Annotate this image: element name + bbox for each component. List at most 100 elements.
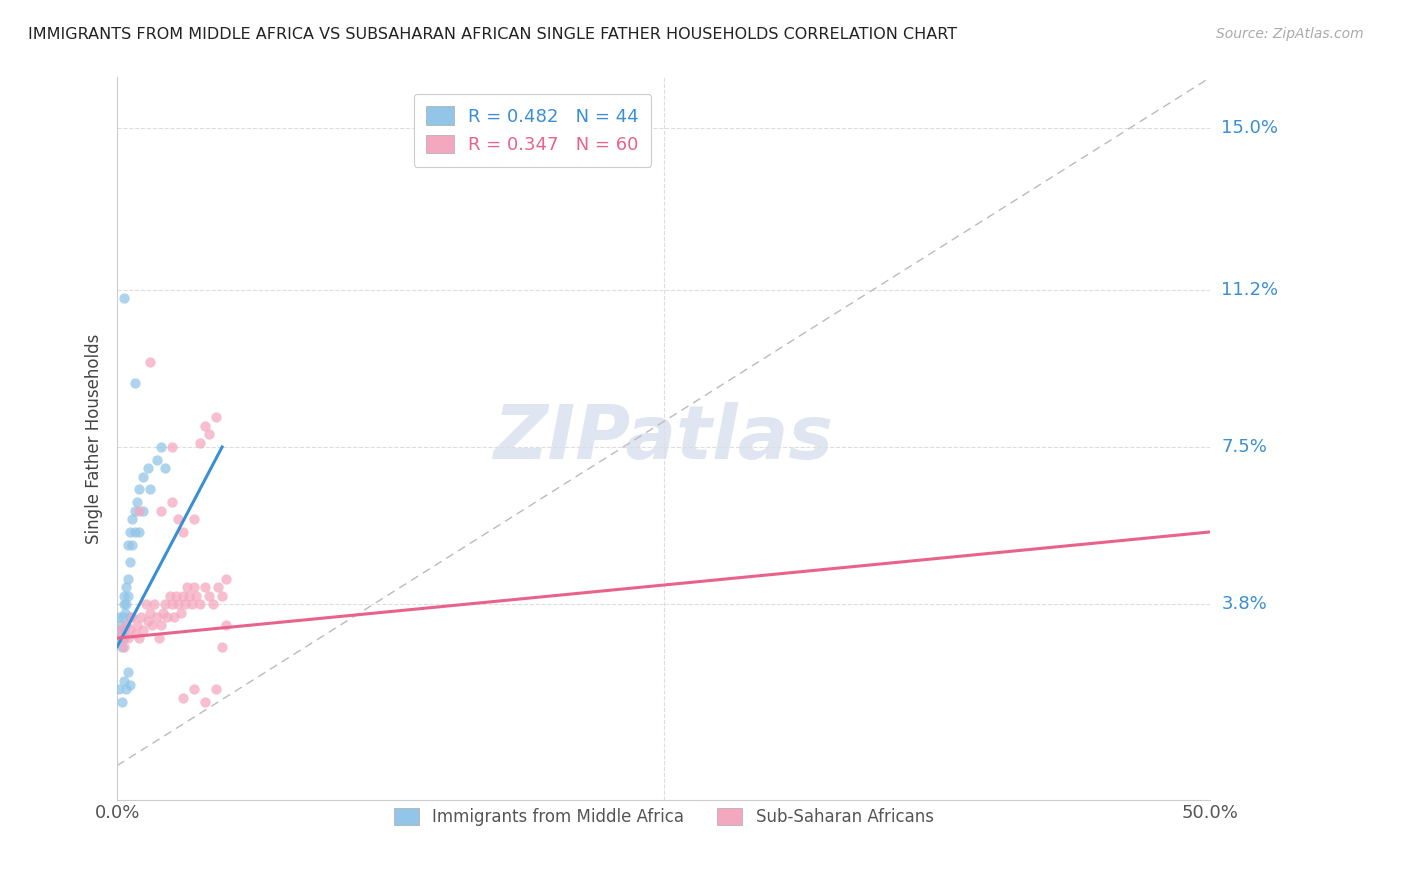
Point: [167, 597, 190, 611]
Point: [110, 618, 132, 632]
Point: [121, 512, 143, 526]
Point: [120, 623, 142, 637]
Point: [188, 597, 211, 611]
Point: [117, 572, 139, 586]
Point: [129, 610, 152, 624]
Point: [194, 580, 217, 594]
Point: [111, 610, 134, 624]
Point: [125, 618, 148, 632]
Point: [125, 495, 148, 509]
Point: [132, 469, 155, 483]
Point: [120, 555, 142, 569]
Point: [115, 682, 138, 697]
Point: [143, 597, 166, 611]
Point: [160, 495, 183, 509]
Text: 7.5%: 7.5%: [1222, 438, 1267, 456]
Point: [108, 623, 131, 637]
Point: [211, 589, 233, 603]
Point: [141, 618, 163, 632]
Point: [215, 618, 238, 632]
Point: [132, 623, 155, 637]
Point: [112, 597, 135, 611]
Point: [139, 355, 162, 369]
Point: [155, 461, 177, 475]
Point: [115, 580, 138, 594]
Point: [128, 524, 150, 539]
Point: [152, 606, 174, 620]
Point: [110, 631, 132, 645]
Point: [112, 291, 135, 305]
Point: [149, 440, 172, 454]
Point: [115, 618, 138, 632]
Text: 15.0%: 15.0%: [1222, 120, 1278, 137]
Point: [112, 631, 135, 645]
Point: [135, 597, 157, 611]
Legend: Immigrants from Middle Africa, Sub-Saharan Africans: Immigrants from Middle Africa, Sub-Sahar…: [385, 800, 942, 835]
Point: [115, 597, 138, 611]
Point: [155, 597, 177, 611]
Text: 11.2%: 11.2%: [1222, 281, 1278, 299]
Point: [183, 682, 205, 697]
Point: [139, 483, 162, 497]
Point: [149, 504, 172, 518]
Point: [114, 606, 136, 620]
Point: [117, 538, 139, 552]
Point: [124, 524, 146, 539]
Point: [124, 376, 146, 391]
Point: [136, 614, 159, 628]
Point: [121, 610, 143, 624]
Text: IMMIGRANTS FROM MIDDLE AFRICA VS SUBSAHARAN AFRICAN SINGLE FATHER HOUSEHOLDS COR: IMMIGRANTS FROM MIDDLE AFRICA VS SUBSAHA…: [28, 27, 957, 42]
Point: [110, 640, 132, 654]
Point: [115, 618, 138, 632]
Point: [112, 623, 135, 637]
Point: [112, 589, 135, 603]
Point: [136, 461, 159, 475]
Point: [148, 631, 170, 645]
Point: [107, 623, 129, 637]
Point: [183, 512, 205, 526]
Point: [176, 580, 198, 594]
Point: [194, 695, 217, 709]
Point: [184, 589, 207, 603]
Point: [165, 589, 187, 603]
Point: [163, 610, 186, 624]
Point: [128, 504, 150, 518]
Point: [139, 606, 162, 620]
Text: Source: ZipAtlas.com: Source: ZipAtlas.com: [1216, 27, 1364, 41]
Point: [128, 631, 150, 645]
Point: [120, 524, 142, 539]
Point: [108, 631, 131, 645]
Point: [172, 589, 194, 603]
Point: [179, 589, 201, 603]
Point: [160, 597, 183, 611]
Point: [183, 580, 205, 594]
Point: [145, 452, 167, 467]
Point: [112, 673, 135, 688]
Point: [117, 665, 139, 679]
Y-axis label: Single Father Households: Single Father Households: [86, 334, 103, 543]
Point: [167, 512, 190, 526]
Point: [198, 589, 221, 603]
Point: [110, 695, 132, 709]
Point: [117, 589, 139, 603]
Point: [110, 623, 132, 637]
Point: [112, 640, 135, 654]
Text: 3.8%: 3.8%: [1222, 595, 1267, 613]
Point: [124, 504, 146, 518]
Point: [194, 418, 217, 433]
Point: [128, 483, 150, 497]
Point: [120, 610, 142, 624]
Point: [174, 597, 197, 611]
Point: [121, 538, 143, 552]
Point: [169, 606, 191, 620]
Point: [120, 678, 142, 692]
Text: ZIPatlas: ZIPatlas: [494, 402, 834, 475]
Point: [132, 504, 155, 518]
Point: [149, 618, 172, 632]
Point: [145, 610, 167, 624]
Point: [202, 597, 225, 611]
Point: [188, 435, 211, 450]
Point: [159, 589, 181, 603]
Point: [108, 610, 131, 624]
Point: [172, 690, 194, 705]
